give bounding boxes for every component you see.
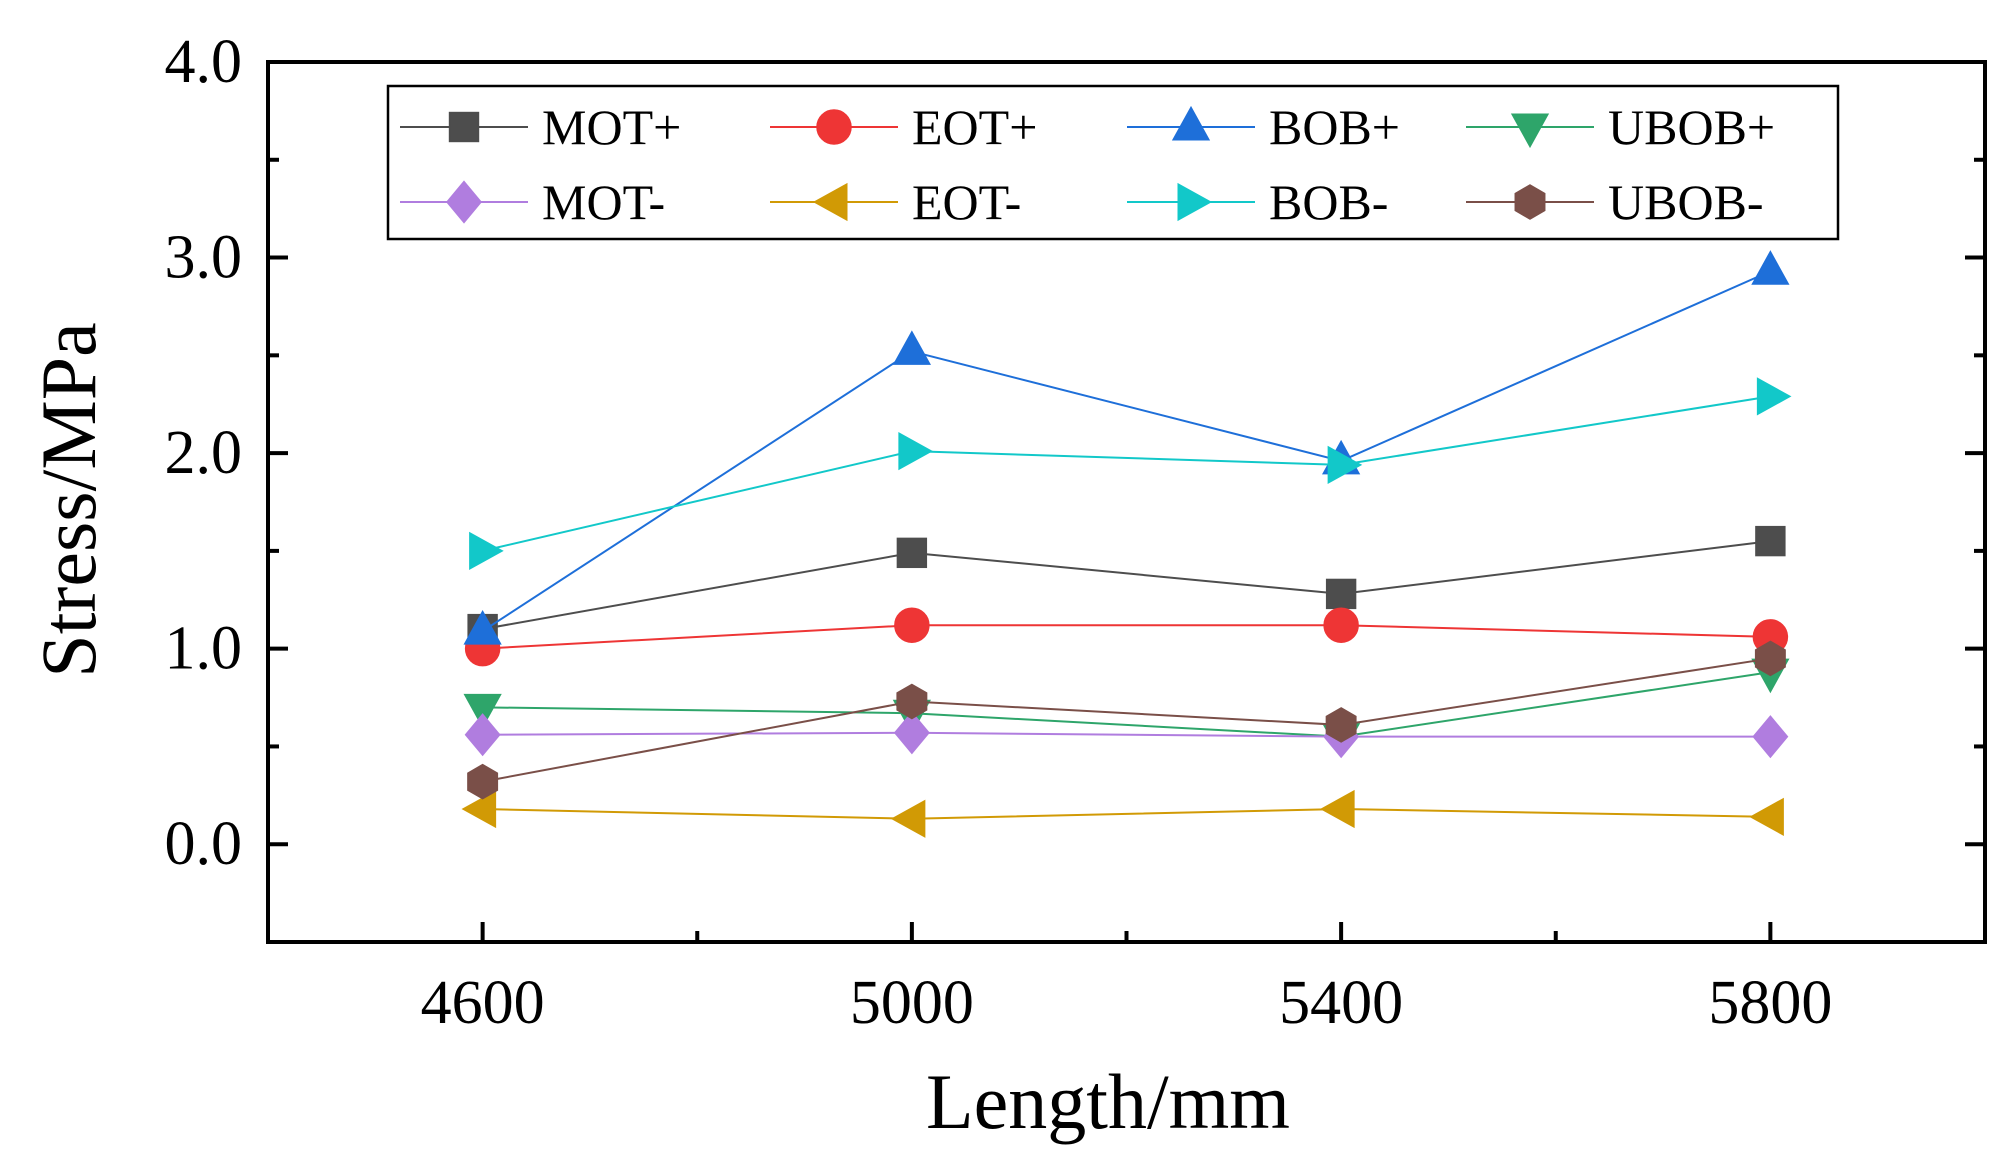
data-point-mot-plus [1325,578,1357,610]
y-tick-label: 2.0 [165,419,243,487]
legend-label: UBOB- [1608,174,1764,230]
axis-ticks [268,60,1985,944]
data-point-eot-minus [1320,789,1355,829]
legend-box [386,84,1840,241]
series-ubob-plus [463,658,1790,758]
legend-marker [816,109,852,145]
data-point-bob-minus [469,531,504,571]
legend-label: MOT- [542,174,665,230]
data-point-mot-plus [1755,525,1786,557]
series-layer [461,250,1792,838]
series-bob-minus [469,377,1792,571]
series-eot-plus [464,607,1789,667]
legend-item-mot-plus: MOT+ [400,99,681,155]
legend-marker [1514,184,1546,220]
legend-marker [448,111,480,143]
y-tick-label: 0.0 [165,810,243,878]
tick-labels: 4600 5000 5400 5800 0.0 1.0 2.0 3.0 4.0 [165,28,1833,1037]
series-eot-minus [461,789,1784,838]
x-tick-label: 5400 [1279,969,1403,1037]
series-line-eot-minus [482,808,1771,820]
series-ubob-minus [467,640,1786,800]
legend-item-ubob-minus: UBOB- [1466,174,1764,230]
legend-label: EOT- [912,174,1021,230]
legend-label: UBOB+ [1608,99,1775,155]
data-point-mot-minus [1752,715,1789,759]
data-point-mot-plus [896,537,928,569]
series-line-bob-plus [482,270,1771,632]
legend-item-bob-plus: BOB+ [1127,99,1400,155]
data-point-ubob-plus [463,693,502,729]
legend-marker [1510,113,1550,149]
legend-label: MOT+ [542,99,681,155]
legend-item-mot-minus: MOT- [400,174,665,230]
x-tick-label: 5000 [850,969,974,1037]
legend-marker [1177,182,1213,222]
data-point-mot-minus [464,713,501,757]
y-tick-label: 3.0 [165,224,243,292]
legend: MOT+ EOT+ BOB+ UBOB+ MOT- EOT- BOB- UBOB- [386,84,1840,241]
data-point-eot-plus [894,607,930,643]
legend-label: BOB+ [1269,99,1400,155]
legend-marker [1171,105,1211,141]
data-point-bob-plus [892,330,931,365]
data-point-mot-minus [893,711,930,755]
data-point-bob-minus [898,432,933,471]
series-mot-minus [464,711,1789,759]
data-point-ubob-minus [896,683,928,720]
series-line-mot-plus [482,540,1771,631]
data-point-ubob-minus [467,763,499,800]
legend-label: BOB- [1269,174,1388,230]
y-tick-label: 1.0 [165,615,243,683]
series-line-ubob-minus [482,657,1771,783]
x-axis-title: Length/mm [926,1058,1290,1145]
data-point-eot-minus [461,789,497,829]
legend-marker [812,182,848,222]
x-tick-label: 5800 [1708,969,1832,1037]
legend-label: EOT+ [912,99,1037,155]
series-line-bob-minus [482,395,1771,552]
series-line-mot-minus [482,731,1771,738]
data-point-eot-minus [890,799,926,838]
data-point-bob-plus [463,609,502,645]
legend-item-ubob-plus: UBOB+ [1466,99,1775,155]
series-line-ubob-plus [482,671,1771,738]
data-point-bob-minus [1756,377,1792,416]
y-tick-label: 4.0 [165,28,243,96]
y-axis-title: Stress/MPa [25,322,112,677]
data-point-eot-plus [1323,607,1359,643]
data-point-bob-minus [1327,445,1363,484]
legend-item-bob-minus: BOB- [1127,174,1388,230]
legend-item-eot-plus: EOT+ [770,99,1037,155]
x-tick-label: 4600 [421,969,545,1037]
data-point-bob-plus [1751,250,1790,285]
data-point-ubob-minus [1754,640,1786,677]
series-line-eot-plus [482,624,1771,650]
series-bob-plus [463,250,1790,645]
legend-item-eot-minus: EOT- [770,174,1021,230]
legend-marker [446,180,482,224]
data-point-ubob-minus [1325,707,1357,743]
data-point-eot-minus [1749,797,1784,836]
